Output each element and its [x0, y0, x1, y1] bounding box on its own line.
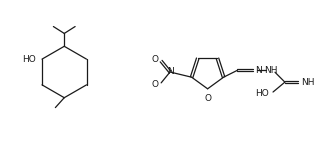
Text: HO: HO	[22, 55, 36, 64]
Text: HO: HO	[255, 90, 269, 98]
Text: N: N	[167, 68, 173, 76]
Text: O: O	[204, 94, 211, 103]
Text: NH: NH	[301, 78, 314, 87]
Text: N: N	[255, 66, 262, 75]
Text: O: O	[151, 55, 158, 64]
Text: NH: NH	[264, 66, 278, 75]
Text: O: O	[151, 80, 158, 89]
